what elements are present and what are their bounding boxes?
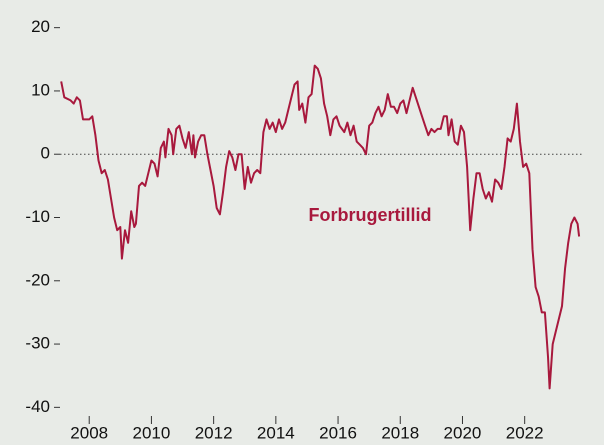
x-tick-label: 2016 — [319, 423, 357, 442]
y-tick-label: 10 — [31, 80, 50, 99]
x-tick-label: 2008 — [70, 423, 108, 442]
x-tick-label: 2020 — [444, 423, 482, 442]
series-label: Forbrugertillid — [309, 205, 432, 225]
y-tick-label: -10 — [25, 207, 50, 226]
y-tick-label: -20 — [25, 270, 50, 289]
x-tick-label: 2018 — [381, 423, 419, 442]
x-tick-label: 2014 — [257, 423, 295, 442]
x-tick-label: 2012 — [195, 423, 233, 442]
y-tick-label: 20 — [31, 17, 50, 36]
x-tick-label: 2010 — [133, 423, 171, 442]
y-tick-label: 0 — [41, 144, 50, 163]
line-series — [60, 64, 581, 390]
y-tick-label: -30 — [25, 334, 50, 353]
y-tick-label: -40 — [25, 397, 50, 416]
x-tick-label: 2022 — [506, 423, 544, 442]
